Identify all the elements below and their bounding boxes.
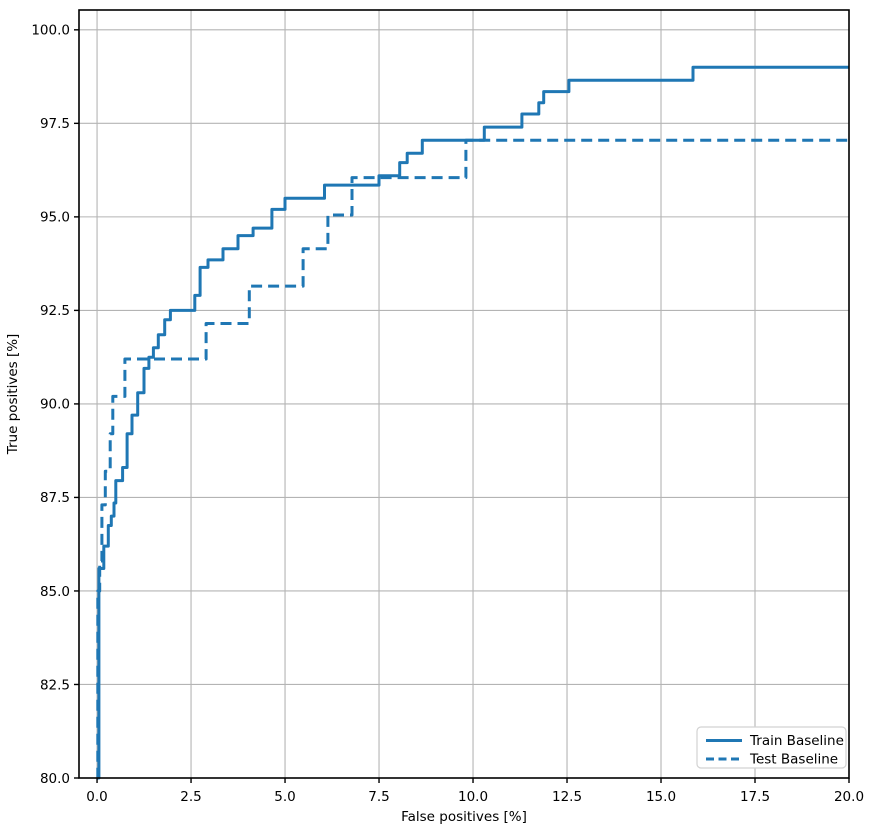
x-tick-label: 2.5 <box>180 789 201 805</box>
x-tick-label: 0.0 <box>86 789 107 805</box>
x-axis: 0.0 2.5 5.0 7.5 10.0 12.5 15.0 17.5 20.0 <box>86 778 864 805</box>
x-tick-label: 12.5 <box>552 789 582 805</box>
x-tick-label: 20.0 <box>834 789 864 805</box>
axes-spines <box>78 9 850 779</box>
y-tick-label: 80.0 <box>40 771 70 787</box>
x-tick-label: 10.0 <box>458 789 488 805</box>
y-axis: 80.0 82.5 85.0 87.5 90.0 92.5 95.0 97.5 100.0 <box>31 23 79 787</box>
x-tick-label: 7.5 <box>368 789 389 805</box>
y-tick-label: 82.5 <box>40 677 70 693</box>
x-tick-label: 15.0 <box>646 789 676 805</box>
y-tick-label: 87.5 <box>40 490 70 506</box>
test-baseline-curve <box>96 138 849 780</box>
legend-label: Test Baseline <box>749 752 838 768</box>
y-tick-label: 85.0 <box>40 584 70 600</box>
y-tick-label: 100.0 <box>31 23 70 39</box>
y-tick-label: 97.5 <box>40 116 70 132</box>
legend-label: Train Baseline <box>749 733 844 749</box>
x-tick-label: 5.0 <box>274 789 295 805</box>
x-axis-label: False positives [%] <box>401 809 527 825</box>
y-tick-label: 90.0 <box>40 397 70 413</box>
y-tick-label: 95.0 <box>40 210 70 226</box>
x-tick-label: 17.5 <box>740 789 770 805</box>
train-baseline-curve <box>97 65 849 780</box>
y-axis-label: True positives [%] <box>5 334 21 456</box>
y-tick-label: 92.5 <box>40 303 70 319</box>
legend: Train Baseline Test Baseline <box>696 726 847 769</box>
